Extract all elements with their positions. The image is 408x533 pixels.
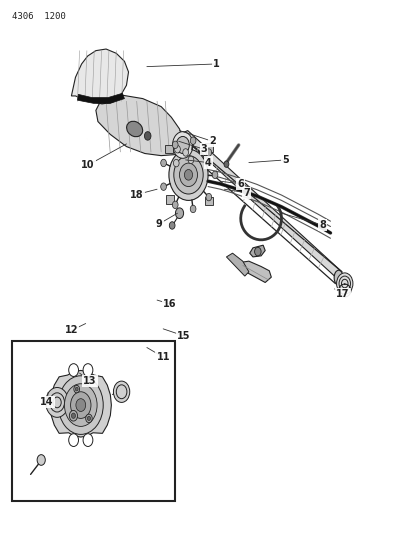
Text: 15: 15	[177, 331, 191, 341]
Text: 16: 16	[162, 299, 176, 309]
Bar	[165, 145, 173, 154]
Circle shape	[71, 413, 75, 418]
Circle shape	[175, 146, 180, 153]
Circle shape	[116, 385, 127, 399]
Text: 18: 18	[130, 190, 144, 199]
Circle shape	[183, 149, 188, 156]
Circle shape	[87, 416, 91, 421]
Circle shape	[69, 410, 78, 421]
Circle shape	[173, 159, 179, 167]
Circle shape	[224, 161, 229, 167]
Circle shape	[184, 169, 193, 180]
Text: 14: 14	[40, 398, 54, 407]
Circle shape	[188, 156, 194, 164]
Circle shape	[53, 397, 61, 408]
Circle shape	[178, 139, 188, 151]
Text: 12: 12	[64, 326, 78, 335]
Circle shape	[212, 171, 218, 179]
Circle shape	[206, 149, 212, 156]
Circle shape	[83, 434, 93, 447]
Text: 6: 6	[237, 179, 244, 189]
Polygon shape	[226, 253, 249, 276]
Circle shape	[174, 156, 203, 194]
Text: 10: 10	[81, 160, 95, 170]
Circle shape	[37, 455, 45, 465]
Bar	[166, 195, 174, 204]
Text: 4: 4	[205, 158, 211, 167]
Polygon shape	[71, 49, 129, 104]
Circle shape	[337, 273, 353, 294]
Ellipse shape	[126, 122, 143, 136]
Text: 5: 5	[282, 155, 289, 165]
Circle shape	[161, 159, 166, 167]
Circle shape	[190, 137, 196, 144]
Text: 17: 17	[336, 289, 350, 299]
Circle shape	[190, 205, 196, 213]
Circle shape	[75, 387, 78, 391]
Polygon shape	[96, 95, 183, 156]
Circle shape	[176, 136, 189, 154]
Circle shape	[50, 393, 64, 412]
Polygon shape	[78, 93, 124, 103]
Text: 13: 13	[83, 376, 97, 386]
Polygon shape	[50, 370, 111, 437]
Bar	[205, 143, 213, 152]
Circle shape	[69, 364, 78, 376]
Polygon shape	[180, 131, 342, 276]
Text: 4306  1200: 4306 1200	[12, 12, 66, 21]
Circle shape	[46, 387, 69, 417]
Circle shape	[71, 392, 91, 418]
Circle shape	[76, 399, 86, 411]
Text: 9: 9	[156, 219, 162, 229]
Circle shape	[113, 381, 130, 402]
Circle shape	[169, 149, 208, 200]
Polygon shape	[250, 245, 265, 257]
Circle shape	[144, 132, 151, 140]
Text: 8: 8	[319, 220, 326, 230]
Polygon shape	[241, 261, 271, 282]
Text: 11: 11	[156, 352, 170, 362]
Circle shape	[64, 384, 97, 426]
Circle shape	[74, 385, 80, 393]
Circle shape	[255, 247, 261, 256]
Circle shape	[69, 434, 78, 447]
Bar	[12, 341, 175, 501]
Circle shape	[174, 133, 192, 157]
Bar	[204, 197, 213, 205]
Circle shape	[172, 141, 178, 149]
Circle shape	[173, 132, 193, 158]
Text: 2: 2	[209, 136, 215, 146]
Circle shape	[161, 183, 166, 190]
Circle shape	[180, 163, 197, 187]
Circle shape	[172, 201, 178, 208]
Text: 1: 1	[213, 59, 220, 69]
Text: 7: 7	[244, 188, 250, 198]
Circle shape	[86, 414, 92, 423]
Circle shape	[175, 208, 184, 219]
Circle shape	[83, 364, 93, 376]
Circle shape	[206, 193, 212, 201]
Circle shape	[58, 376, 103, 434]
Circle shape	[169, 222, 175, 229]
Text: 3: 3	[201, 144, 207, 154]
Ellipse shape	[334, 270, 343, 285]
